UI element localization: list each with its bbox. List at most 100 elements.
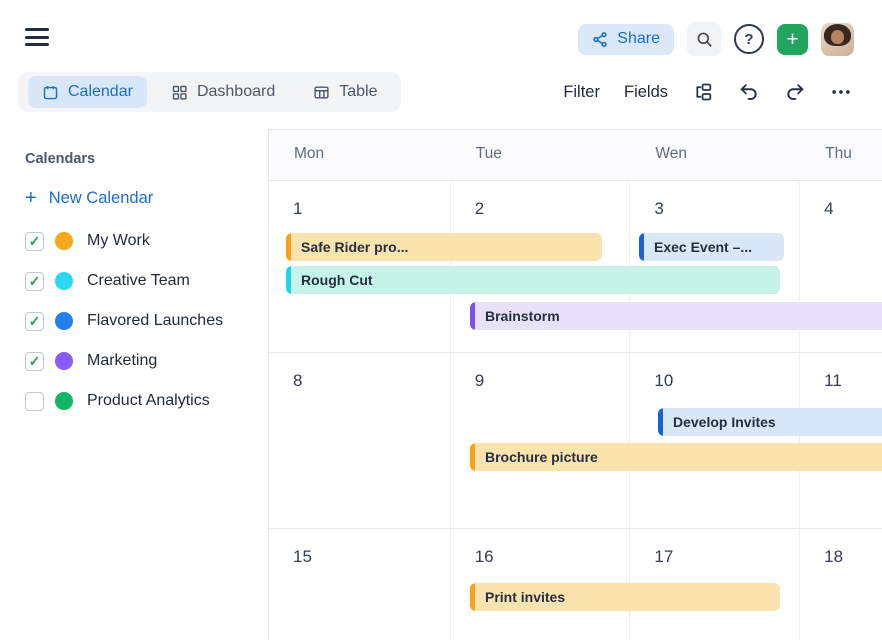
- calendar-checkbox[interactable]: ✓: [25, 391, 44, 411]
- tab-label: Table: [339, 83, 378, 100]
- event-title: Rough Cut: [301, 272, 373, 288]
- event-title: Brainstorm: [485, 308, 560, 324]
- calendar-checkbox[interactable]: ✓: [25, 311, 44, 331]
- event-title: Develop Invites: [673, 414, 776, 430]
- tab-label: Dashboard: [196, 83, 276, 100]
- date-number: 15: [293, 547, 312, 566]
- calendar-label: My Work: [87, 232, 150, 249]
- tab-calendar[interactable]: Calendar: [28, 76, 147, 108]
- topbar-actions: Share ? +: [578, 22, 854, 56]
- event-print-invites[interactable]: Print invites: [470, 583, 780, 611]
- day-cell[interactable]: 9: [450, 353, 631, 529]
- date-number: 2: [474, 199, 485, 218]
- event-exec-event[interactable]: Exec Event –...: [639, 233, 784, 261]
- date-number: 9: [474, 371, 485, 390]
- day-header-tue: Tue: [475, 145, 502, 162]
- date-number: 17: [654, 547, 674, 566]
- sidebar: Calendars + New Calendar ✓ My Work ✓ Cre…: [0, 118, 268, 640]
- calendar-list-item-my-work[interactable]: ✓ My Work: [25, 221, 268, 261]
- event-develop-invites[interactable]: Develop Invites: [658, 408, 882, 436]
- calendar-color-dot: [55, 232, 73, 250]
- calendar-label: Flavored Launches: [87, 312, 224, 329]
- hamburger-menu-icon[interactable]: [25, 28, 49, 46]
- day-cell[interactable]: 17: [630, 529, 801, 640]
- calendar-label: Creative Team: [87, 272, 190, 289]
- event-brochure-picture[interactable]: Brochure picture: [470, 443, 882, 471]
- check-icon: ✓: [28, 273, 41, 289]
- search-icon: [695, 30, 714, 49]
- day-cell[interactable]: 8: [269, 353, 451, 529]
- help-glyph: ?: [744, 30, 754, 48]
- date-number: 10: [654, 371, 674, 390]
- date-number: 3: [654, 199, 664, 218]
- day-cell[interactable]: 3: [630, 181, 801, 353]
- date-number: 4: [824, 199, 834, 218]
- event-accent: [639, 233, 644, 261]
- event-title: Print invites: [485, 589, 566, 605]
- tab-table[interactable]: Table: [299, 76, 391, 108]
- event-title: Safe Rider pro...: [301, 239, 409, 255]
- tab-label: Calendar: [68, 83, 133, 100]
- share-icon: [592, 31, 609, 48]
- calendar-icon: [42, 84, 59, 101]
- date-number: 18: [824, 547, 844, 566]
- new-calendar-label: New Calendar: [48, 188, 154, 207]
- undo-icon[interactable]: [738, 81, 760, 103]
- event-accent: [470, 443, 475, 471]
- day-header-thu: Thu: [825, 145, 852, 162]
- day-cell[interactable]: 10: [630, 353, 801, 529]
- view-actions: Filter Fields: [563, 72, 852, 112]
- event-safe-rider[interactable]: Safe Rider pro...: [286, 233, 602, 261]
- event-rough-cut[interactable]: Rough Cut: [286, 266, 780, 294]
- help-icon[interactable]: ?: [734, 24, 764, 54]
- calendar-checkbox[interactable]: ✓: [25, 271, 44, 291]
- event-title: Brochure picture: [485, 449, 598, 465]
- calendar-label: Marketing: [87, 352, 158, 369]
- calendar-list-item-flavored-launches[interactable]: ✓ Flavored Launches: [25, 301, 268, 341]
- search-button[interactable]: [687, 22, 721, 56]
- calendar-list-item-marketing[interactable]: ✓ Marketing: [25, 341, 268, 381]
- fields-button[interactable]: Fields: [623, 82, 668, 101]
- calendar-color-dot: [55, 272, 73, 290]
- redo-icon[interactable]: [784, 81, 806, 103]
- calendar-list-item-product-analytics[interactable]: ✓ Product Analytics: [25, 381, 268, 421]
- date-number: 8: [293, 371, 303, 390]
- new-calendar-button[interactable]: + New Calendar: [25, 188, 153, 208]
- calendar-list: ✓ My Work ✓ Creative Team ✓ Flavored Lau…: [25, 221, 268, 421]
- check-icon: ✓: [28, 353, 41, 369]
- calendar-color-dot: [55, 312, 73, 330]
- filter-button[interactable]: Filter: [563, 82, 600, 101]
- day-cell[interactable]: 18: [800, 529, 882, 640]
- share-label: Share: [617, 30, 660, 47]
- table-icon: [313, 84, 330, 101]
- more-options-icon[interactable]: [830, 81, 852, 103]
- view-tabs: Calendar Dashboard Table: [18, 72, 402, 112]
- event-accent: [286, 233, 291, 261]
- event-accent: [470, 302, 475, 330]
- tab-dashboard[interactable]: Dashboard: [157, 76, 289, 108]
- day-cell[interactable]: 15: [269, 529, 451, 640]
- add-button[interactable]: +: [777, 23, 808, 55]
- day-cell[interactable]: 4: [800, 181, 882, 353]
- share-button[interactable]: Share: [578, 23, 674, 55]
- calendar-checkbox[interactable]: ✓: [25, 351, 44, 371]
- week-row: 15 16 17 18: [269, 529, 882, 640]
- plus-icon: +: [786, 27, 799, 51]
- calendar-checkbox[interactable]: ✓: [25, 231, 44, 251]
- day-header-row: Mon Tue Wen Thu: [269, 130, 882, 181]
- event-brainstorm[interactable]: Brainstorm: [470, 302, 882, 330]
- day-cell[interactable]: 11: [800, 353, 882, 529]
- event-title: Exec Event –...: [654, 239, 753, 255]
- event-accent: [470, 583, 475, 611]
- group-records-icon[interactable]: [692, 81, 714, 103]
- date-number: 1: [293, 199, 303, 218]
- top-bar: Share ? +: [0, 0, 882, 72]
- view-bar: Calendar Dashboard Table: [0, 72, 882, 118]
- calendar-grid: Mon Tue Wen Thu 1 2 3 4 8 9 10 11 15 16 …: [268, 129, 882, 640]
- day-header-mon: Mon: [294, 145, 325, 162]
- date-number: 16: [474, 547, 494, 566]
- event-accent: [658, 408, 663, 436]
- calendar-list-item-creative-team[interactable]: ✓ Creative Team: [25, 261, 268, 301]
- avatar[interactable]: [821, 22, 854, 56]
